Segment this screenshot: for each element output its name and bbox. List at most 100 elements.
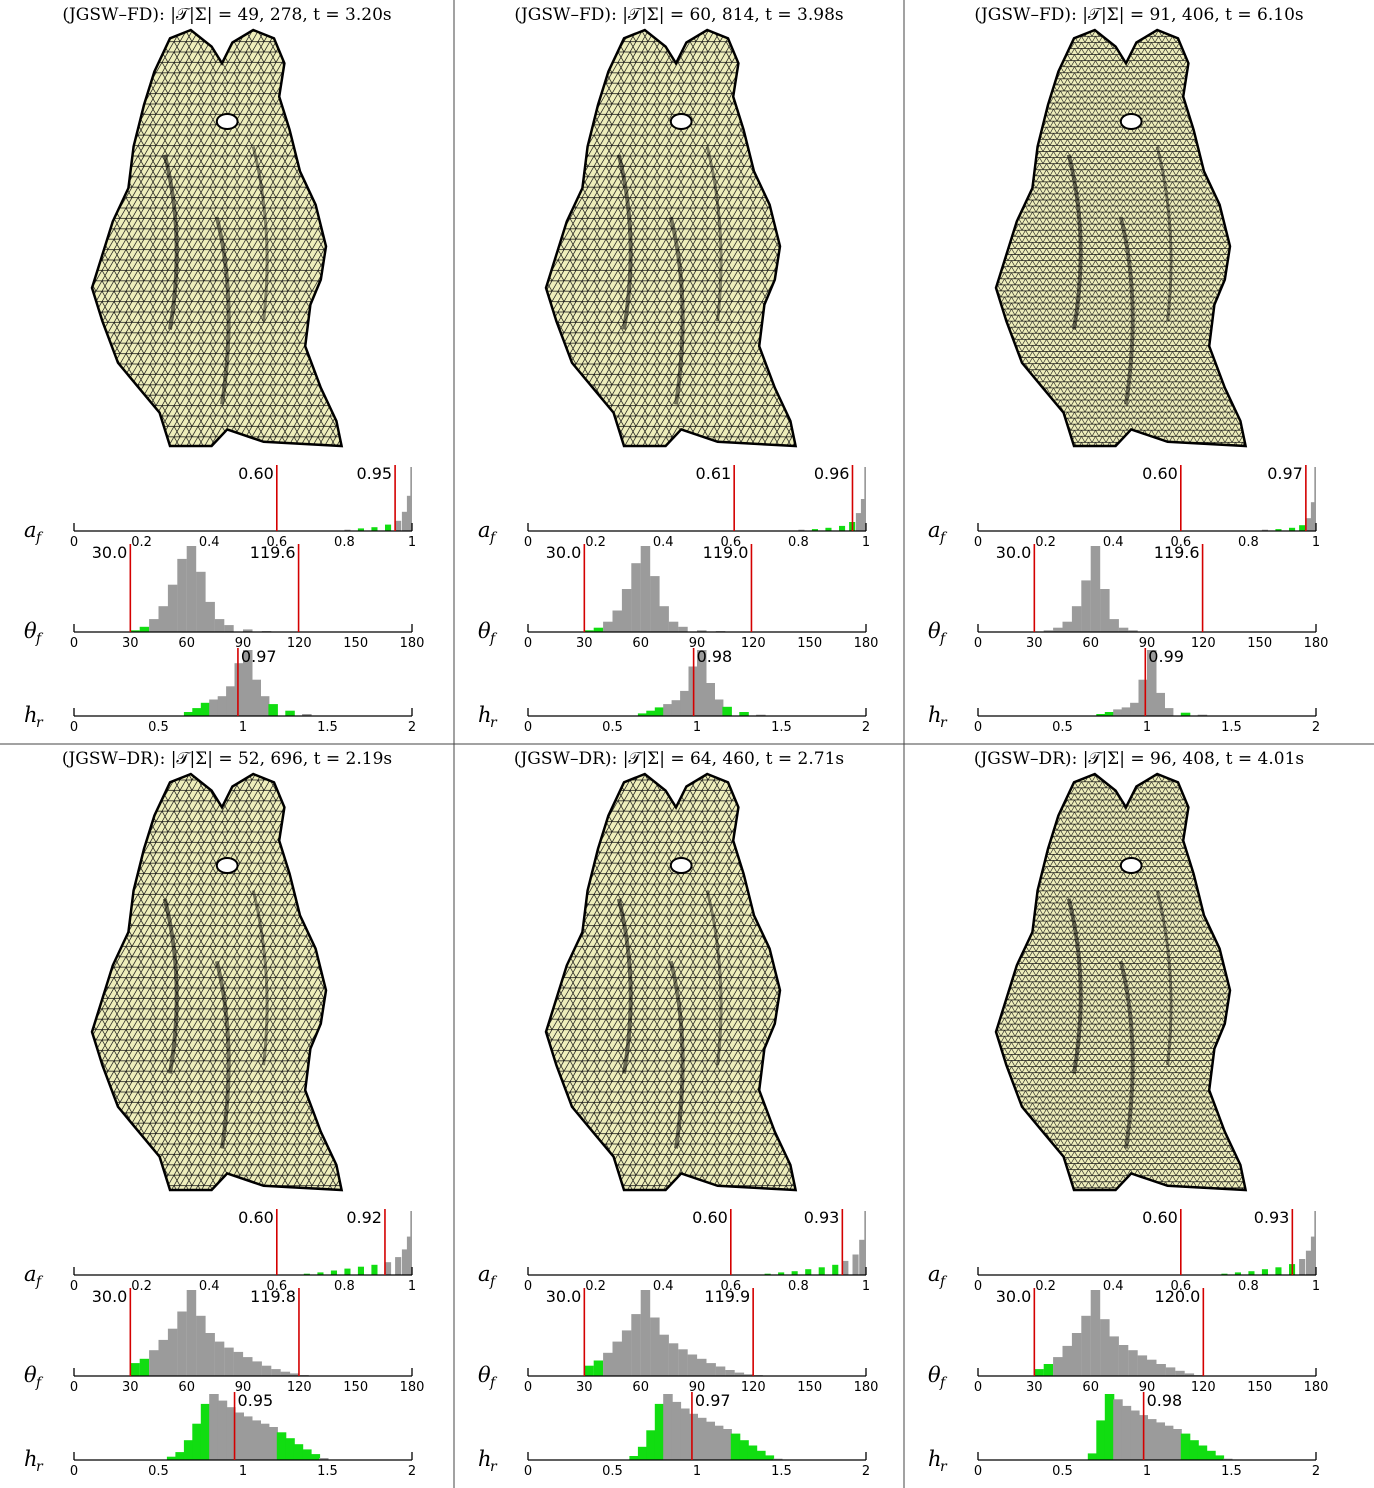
histogram-tick-label: 0.8: [788, 535, 809, 550]
histogram-bar: [1305, 518, 1312, 531]
histogram-marker-label: 0.98: [697, 647, 733, 666]
histogram-tick-label: 0: [974, 1464, 982, 1479]
histogram-bar: [271, 1369, 281, 1376]
histogram-bar: [663, 704, 673, 716]
histogram-ylabel-subscript: f: [939, 1274, 948, 1290]
histogram-bar: [859, 1239, 866, 1275]
histogram-bar: [584, 1365, 594, 1376]
histogram-ylabel: θ: [928, 619, 941, 643]
histogram-bar: [612, 1341, 622, 1376]
histogram-bar: [1113, 1399, 1123, 1460]
sculpture-mesh-0: [90, 28, 344, 448]
histogram-bar: [842, 1260, 849, 1275]
histogram-tick-label: 0.4: [1103, 535, 1124, 550]
histogram-bar: [1175, 1370, 1185, 1376]
panel-title: (JGSW–FD): |𝒯|Σ| = 60, 814, t = 3.98s: [514, 5, 843, 25]
histogram-ylabel-subscript: r: [940, 1459, 948, 1475]
histogram-bar: [1163, 708, 1174, 716]
histogram-bar: [1163, 1425, 1174, 1460]
histogram-hr-3: hr 0 0.5 1 1.5 2 0.95: [24, 1391, 416, 1479]
sculpture-fold-2: [1066, 154, 1083, 330]
sculpture-hole-4: [669, 857, 693, 875]
histogram-ylabel-subscript: f: [939, 631, 948, 647]
histogram-bar: [1197, 1445, 1208, 1460]
histogram-hr-1: hr 0 0.5 1 1.5 2 0.98: [478, 647, 870, 735]
histogram-tick-label: 0: [974, 636, 982, 651]
histogram-bar: [650, 1317, 660, 1376]
histogram-tick-label: 1.5: [771, 1464, 792, 1479]
histogram-bar: [825, 527, 832, 531]
histogram-tick-label: 30: [576, 1380, 593, 1395]
histogram-bar: [1155, 1422, 1165, 1460]
sculpture-fold-c-0: [251, 146, 269, 322]
histogram-tick-label: 0: [524, 535, 532, 550]
histogram-bar: [224, 1347, 234, 1376]
histogram-tick-label: 0.8: [1238, 535, 1259, 550]
histogram-marker-label: 0.97: [695, 1391, 731, 1410]
histogram-tick-label: 0.2: [131, 1279, 152, 1294]
histogram-tick-label: 2: [1312, 720, 1320, 735]
sculpture-fold-4: [616, 898, 633, 1074]
histogram-bar: [149, 1350, 159, 1376]
histogram-bar: [593, 627, 604, 632]
histogram-bar: [1189, 1440, 1199, 1460]
histogram-bar: [1071, 1333, 1082, 1376]
histogram-tick-label: 0.6: [266, 1279, 287, 1294]
histogram-tick-label: 1: [862, 1279, 870, 1294]
histogram-bar: [1299, 525, 1306, 531]
histogram-bar: [621, 589, 632, 632]
sculpture-hole-2: [1119, 113, 1143, 131]
histogram-ylabel: a: [24, 1262, 37, 1286]
histogram-bar: [791, 1271, 798, 1275]
histogram-marker-label: 119.0: [703, 543, 749, 562]
histogram-tick-label: 0.5: [1052, 720, 1073, 735]
histogram-tick-label: 0.6: [1170, 535, 1191, 550]
histogram-bar: [1310, 502, 1316, 531]
histogram-tick-label: 120: [1191, 636, 1216, 651]
histogram-bar: [330, 1270, 337, 1275]
sculpture-mesh-5: [994, 772, 1248, 1192]
histogram-tick-label: 0: [70, 1464, 78, 1479]
histogram-ylabel: h: [928, 703, 942, 727]
histogram-bar: [864, 1211, 866, 1275]
histogram-bar: [1180, 1433, 1191, 1460]
histogram-theta-3: θ f 0 30 60 90 120 150 180 30.0 119.8: [24, 1287, 424, 1395]
histogram-bar: [1096, 1420, 1106, 1460]
histogram-bar: [1053, 627, 1063, 632]
histogram-bar: [1184, 1373, 1195, 1376]
histogram-marker-label: 119.6: [1154, 543, 1200, 562]
histogram-marker-label: 119.9: [704, 1287, 750, 1306]
histogram-bar: [1081, 580, 1091, 632]
histogram-bar: [805, 1269, 812, 1275]
histogram-tick-label: 2: [862, 1464, 870, 1479]
histogram-bar: [139, 1358, 150, 1376]
histogram-ylabel: θ: [478, 1363, 491, 1387]
histogram-bar: [200, 1403, 211, 1460]
histogram-bar: [1314, 1211, 1316, 1275]
histogram-bar: [226, 686, 236, 716]
histogram-tick-label: 90: [235, 1380, 252, 1395]
histogram-tick-label: 0.5: [148, 1464, 169, 1479]
histogram-tick-label: 0.6: [1170, 1279, 1191, 1294]
sculpture-fold-0: [162, 154, 179, 330]
histogram-bar: [1062, 1345, 1072, 1376]
histogram-tick-label: 1.5: [1221, 1464, 1242, 1479]
histogram-bar: [1165, 1367, 1176, 1376]
histogram-marker-label: 0.99: [1148, 647, 1184, 666]
histogram-tick-label: 30: [1026, 1380, 1043, 1395]
histogram-bar: [214, 1341, 225, 1376]
histogram-tick-label: 0.2: [585, 1279, 606, 1294]
histogram-tick-label: 0.8: [334, 535, 355, 550]
histogram-tick-label: 1: [862, 535, 870, 550]
histogram-bar: [1043, 630, 1054, 632]
histogram-bar: [209, 699, 219, 716]
histogram-marker-label: 30.0: [546, 543, 582, 562]
histogram-bar: [697, 1417, 707, 1460]
histogram-bar: [357, 1266, 364, 1275]
histogram-bar: [302, 714, 312, 716]
histogram-marker-label: 0.98: [1147, 1391, 1183, 1410]
histogram-bar: [224, 625, 234, 632]
histogram-bar: [344, 1268, 351, 1275]
histogram-bar: [747, 1445, 758, 1460]
histogram-tick-label: 1.5: [1221, 720, 1242, 735]
